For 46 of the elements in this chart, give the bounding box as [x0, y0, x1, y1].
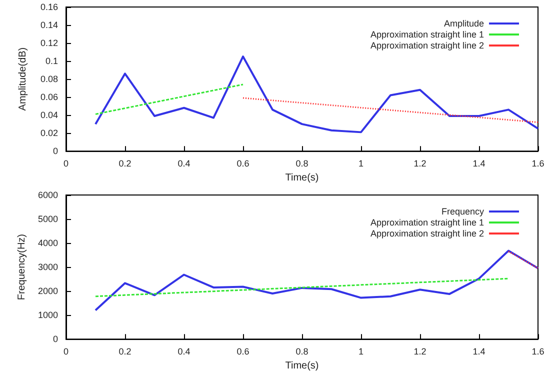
x-tick-label: 1.6 [532, 158, 544, 169]
legend-label: Frequency [441, 206, 484, 216]
y-tick-label: 4000 [38, 238, 58, 248]
x-tick-label: 1 [358, 158, 364, 169]
y-tick-label: 0 [52, 146, 58, 156]
line-series [94, 250, 539, 312]
y-tick-label: 3000 [38, 262, 58, 272]
y-tick-label: 1000 [38, 310, 58, 320]
y-tick-label: 0.08 [40, 74, 58, 84]
y-tick-label: 0.02 [40, 128, 58, 138]
x-tick-label: 0.4 [178, 346, 190, 357]
x-tick-label: 0 [63, 346, 69, 357]
x-axis-title: Time(s) [285, 172, 319, 184]
y-tick-label: 0.04 [40, 110, 58, 120]
y-axis-title: Frequency(Hz) [16, 234, 28, 300]
y-tick-label: 0.06 [40, 92, 58, 102]
y-tick-label: 0.16 [40, 2, 58, 12]
x-tick-label: 0.2 [118, 158, 132, 169]
y-tick-label: 0.12 [40, 38, 58, 48]
x-tick-label: 0.6 [236, 158, 250, 169]
y-tick-label: 0.14 [40, 20, 58, 30]
y-tick-label: 5000 [38, 214, 58, 224]
x-tick-label: 0 [63, 158, 69, 169]
x-tick-label: 0.8 [296, 346, 308, 357]
x-tick-label: 1.4 [472, 158, 486, 169]
x-tick-label: 1.6 [532, 346, 544, 357]
legend-label: Amplitude [444, 18, 484, 28]
line-series [94, 56, 539, 134]
x-tick-label: 1.2 [414, 346, 426, 357]
legend-label: Approximation straight line 2 [370, 40, 484, 50]
x-tick-label: 0.2 [118, 346, 132, 357]
y-tick-label: 0 [52, 334, 58, 344]
legend-label: Approximation straight line 1 [370, 30, 484, 40]
x-tick-label: 1.2 [414, 158, 426, 169]
x-axis-title: Time(s) [285, 360, 319, 372]
legend-label: Approximation straight line 1 [370, 218, 484, 228]
y-tick-label: 2000 [38, 286, 58, 296]
x-tick-label: 0.4 [178, 158, 190, 169]
y-tick-label: 0.1 [45, 56, 58, 66]
y-tick-label: 6000 [38, 190, 58, 200]
x-tick-label: 1.4 [472, 346, 486, 357]
x-tick-label: 1 [358, 346, 364, 357]
x-tick-label: 0.6 [236, 346, 250, 357]
x-tick-label: 0.8 [296, 158, 308, 169]
legend-label: Approximation straight line 2 [370, 228, 484, 238]
y-axis-title: Amplitude(dB) [18, 47, 28, 111]
